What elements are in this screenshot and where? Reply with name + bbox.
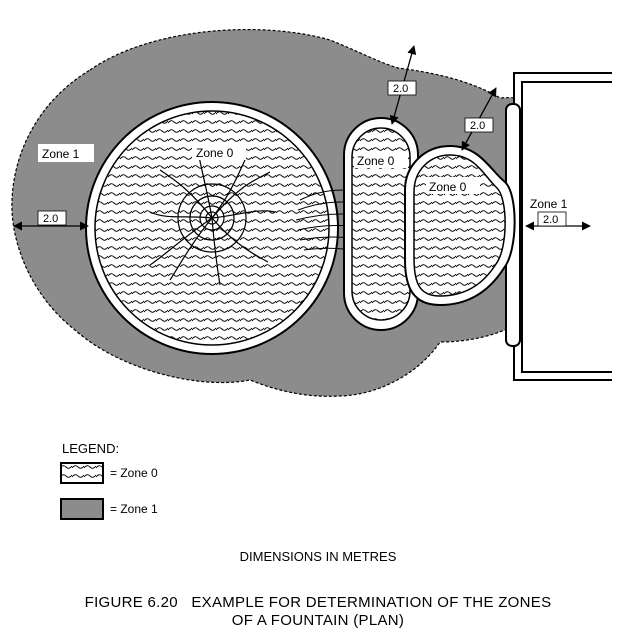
dimension-labels: 2.0 2.0 2.0 2.0 (37, 80, 567, 227)
dim-right-label: 2.0 (543, 214, 558, 226)
basin-a (343, 117, 419, 331)
zone0-label-pool: Zone 0 (196, 146, 234, 160)
dim-top-b-label: 2.0 (470, 120, 485, 132)
legend-zone0-text: = Zone 0 (110, 466, 158, 480)
dim-top-a-label: 2.0 (393, 83, 408, 95)
zone-labels: Zone 1 Zone 0 Zone 0 Zone 0 Zone 1 (38, 143, 580, 211)
legend-zone1-text: = Zone 1 (110, 502, 158, 516)
zone0-swatch (60, 462, 104, 484)
zone1-label-left: Zone 1 (42, 147, 80, 161)
legend-title: LEGEND: (62, 441, 120, 456)
caption-line-1: FIGURE 6.20 EXAMPLE FOR DETERMINATION OF… (84, 594, 552, 611)
zone0-label-basin-a: Zone 0 (357, 154, 395, 168)
zone1-swatch (60, 498, 104, 520)
figure-caption: FIGURE 6.20 EXAMPLE FOR DETERMINATION OF… (0, 594, 636, 630)
legend-zone0-row: = Zone 0 (60, 462, 158, 484)
zone1-label-right: Zone 1 (530, 197, 568, 211)
dim-left-label: 2.0 (43, 213, 58, 225)
fountain-spray (149, 149, 276, 286)
zone0-label-basin-b: Zone 0 (429, 180, 467, 194)
caption-line-2: OF A FOUNTAIN (PLAN) (231, 612, 405, 629)
dimensions-note: DIMENSIONS IN METRES (239, 549, 397, 564)
legend-zone1-row: = Zone 1 (60, 498, 158, 520)
